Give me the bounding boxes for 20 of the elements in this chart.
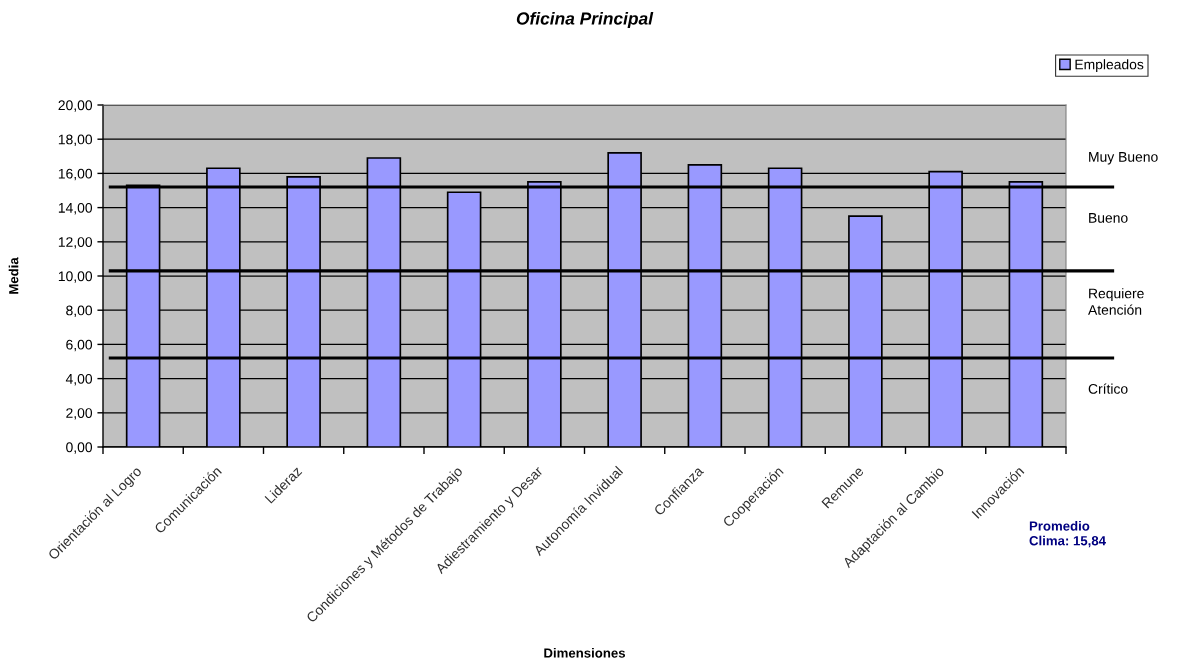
text: Promedio Clima: 15,84 (1029, 521, 1106, 548)
y-tick-label: 12,00 (58, 237, 93, 249)
y-tick-label: 10,00 (58, 271, 93, 283)
y-tick-label: 2,00 (66, 408, 93, 420)
y-tick-label: 0,00 (66, 442, 93, 454)
y-tick-label: 18,00 (58, 134, 93, 147)
text: Crítico (1088, 383, 1128, 394)
y-tick-label: 14,00 (58, 202, 93, 215)
text: Bueno (1089, 213, 1128, 223)
y-tick-label: 4,00 (65, 373, 93, 386)
y-tick-label: 8,00 (66, 305, 93, 318)
x-axis-title: Dimensiones (544, 648, 626, 658)
y-tick-label: 16,00 (58, 168, 93, 181)
legend-label: Empleados (1075, 59, 1144, 73)
y-axis-title: Media (8, 257, 19, 294)
text: Requiere Atención (1088, 288, 1144, 315)
y-tick-label: 20,00 (58, 100, 93, 112)
chart-title: Oficina Principal (516, 11, 654, 29)
y-tick-label: 6,00 (66, 339, 93, 352)
text: Muy Bueno (1089, 152, 1158, 165)
